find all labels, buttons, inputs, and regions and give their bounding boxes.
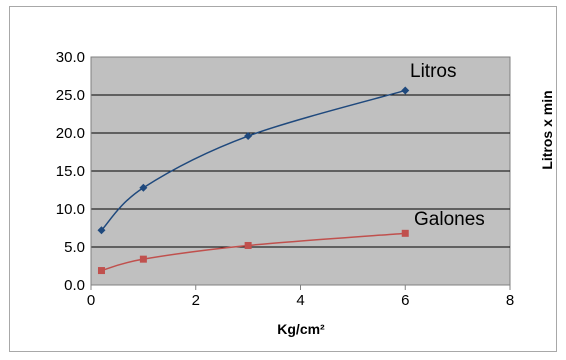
- gridlines: [91, 94, 510, 248]
- data-point-litros: [401, 86, 410, 95]
- series-label-litros: Litros: [410, 61, 456, 82]
- x-tick-labels: 0 2 4 6 8: [87, 285, 514, 309]
- x-tick-label: 4: [296, 292, 304, 309]
- x-axis-title: Kg/cm²: [277, 321, 325, 337]
- series-line-litros: [100, 89, 406, 231]
- y-tick-label: 30.0: [56, 49, 85, 66]
- y-axis-title: Litros x min: [539, 90, 555, 169]
- data-point-litros: [97, 226, 106, 235]
- y-tick-label: 25.0: [56, 87, 85, 104]
- y-tick-labels: 0.0 5.0 10.0 15.0 20.0 25.0 30.0: [56, 49, 85, 294]
- data-point-galones: [139, 255, 147, 263]
- y-tick-label: 20.0: [56, 125, 85, 142]
- y-tick-label: 0.0: [64, 277, 85, 294]
- y-tick-label: 5.0: [64, 239, 85, 256]
- data-point-galones: [97, 267, 105, 275]
- data-point-galones: [401, 229, 409, 237]
- y-tick-label: 10.0: [56, 201, 85, 218]
- series-layer: [97, 86, 410, 275]
- x-tick-label: 0: [87, 292, 95, 309]
- series-line-galones: [101, 232, 406, 272]
- y-tick-label: 15.0: [56, 163, 85, 180]
- data-point-litros: [139, 183, 148, 192]
- x-tick-label: 8: [506, 292, 514, 309]
- x-tick-label: 2: [192, 292, 200, 309]
- data-point-galones: [244, 241, 252, 249]
- series-label-galones: Galones: [414, 209, 485, 230]
- data-point-litros: [244, 132, 253, 141]
- x-tick-label: 6: [401, 292, 409, 309]
